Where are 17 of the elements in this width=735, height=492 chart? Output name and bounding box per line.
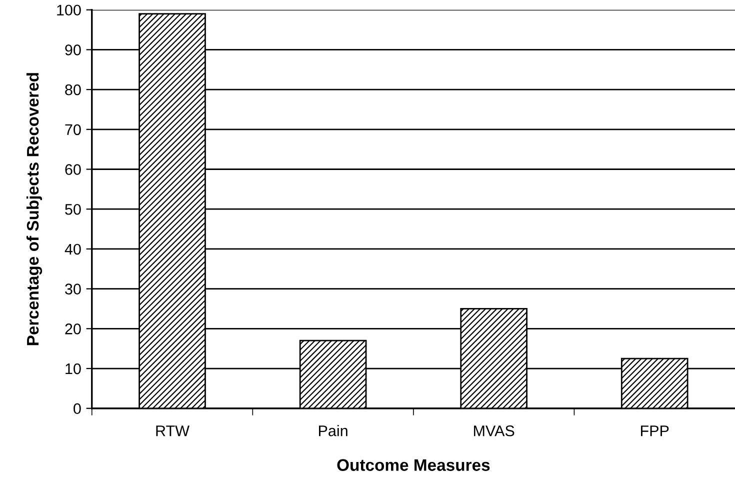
- y-tick-label: 0: [74, 403, 81, 414]
- y-tick-label: 70: [65, 124, 81, 136]
- y-axis-title: Percentage of Subjects Recovered: [26, 73, 42, 346]
- y-tick-label: 90: [65, 44, 81, 56]
- x-tick-label: Pain: [319, 425, 348, 436]
- y-tick-label: 10: [66, 363, 81, 374]
- x-tick-label: FPP: [641, 426, 669, 436]
- y-tick-label: 20: [65, 324, 81, 334]
- y-tick-label: 80: [65, 84, 81, 96]
- y-tick-label: 40: [64, 244, 81, 255]
- x-tick-label: RTW: [156, 426, 190, 436]
- y-tick-label: 50: [65, 204, 81, 215]
- x-axis-title: Outcome Measures: [337, 459, 490, 471]
- y-tick-label: 60: [65, 164, 81, 175]
- y-tick-label: 30: [65, 284, 81, 294]
- x-tick-label: MVAS: [474, 425, 514, 436]
- y-tick-label: 100: [57, 4, 81, 16]
